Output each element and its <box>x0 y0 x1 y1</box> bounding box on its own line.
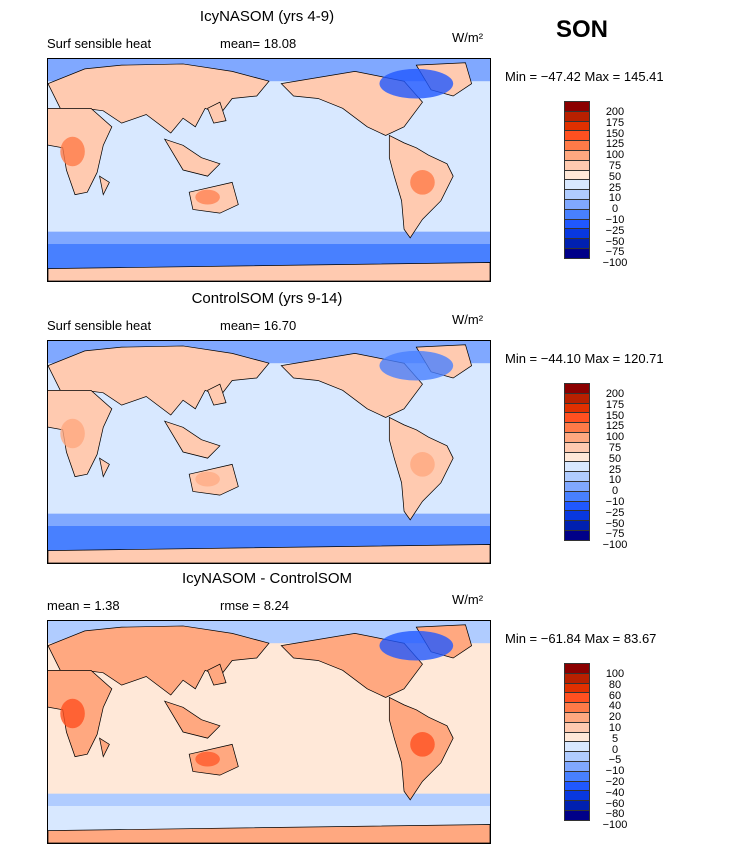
colorbar-tick-label: 150 <box>605 409 625 422</box>
colorbar-tick-label: −50 <box>605 517 625 530</box>
variable-label: Surf sensible heat <box>47 318 152 333</box>
colorbar-tick-label: −100 <box>602 257 628 270</box>
colorbar-tick-label: 200 <box>605 106 625 118</box>
variable-label: Surf sensible heat <box>47 36 152 51</box>
colorbar-labels: 100 80 60 40 20 10 5 0 −5 −10 −20 −40 −60 −80 −100 <box>600 669 630 831</box>
mean-label: mean= 16.70 <box>220 318 297 333</box>
colorbar-tick-label: −25 <box>605 224 625 237</box>
colorbar-tick-label: −75 <box>605 246 625 259</box>
colorbar-tick-label: 80 <box>608 678 622 691</box>
colorbar-tick-label: −50 <box>605 235 625 248</box>
colorbar-tick-label: −100 <box>602 539 628 552</box>
colorbar-tick-label: 100 <box>605 149 625 162</box>
colorbar-swatch <box>564 247 590 259</box>
map-panel <box>47 58 491 282</box>
panel-title: IcyNASOM (yrs 4-9) <box>199 8 335 25</box>
colorbar-tick-label: 10 <box>608 192 622 205</box>
colorbar-labels: 200 175 150 125 100 75 50 25 10 0 −10 −25 −50 −75 −100 <box>600 389 630 551</box>
colorbar <box>564 383 590 541</box>
colorbar-tick-label: 175 <box>605 398 625 411</box>
colorbar <box>564 101 590 259</box>
colorbar <box>564 663 590 821</box>
colorbar-tick-label: −10 <box>605 495 625 508</box>
colorbar-tick-label: 50 <box>608 452 622 465</box>
rmse-label: rmse = 8.24 <box>220 598 290 613</box>
colorbar-tick-label: 40 <box>608 700 622 713</box>
colorbar-tick-label: 175 <box>605 116 625 129</box>
units-label: W/m² <box>452 312 484 327</box>
colorbar-tick-label: −20 <box>605 775 625 788</box>
colorbar-tick-label: −100 <box>602 819 628 832</box>
colorbar-swatch <box>564 529 590 541</box>
colorbar-tick-label: −10 <box>605 213 625 226</box>
colorbar-tick-label: 0 <box>611 743 619 756</box>
panel-title: IcyNASOM - ControlSOM <box>181 570 353 587</box>
panel-title: ControlSOM (yrs 9-14) <box>191 290 343 307</box>
colorbar-tick-label: 75 <box>608 159 622 172</box>
mean-label: mean= 18.08 <box>220 36 297 51</box>
colorbar-tick-label: 25 <box>608 463 622 476</box>
colorbar-tick-label: −25 <box>605 506 625 519</box>
colorbar-tick-label: 10 <box>608 474 622 487</box>
colorbar-tick-label: 75 <box>608 441 622 454</box>
colorbar-tick-label: 10 <box>608 721 622 734</box>
colorbar-tick-label: 60 <box>608 689 622 702</box>
map-panel <box>47 340 491 564</box>
colorbar-tick-label: −5 <box>608 754 622 767</box>
colorbar-tick-label: −40 <box>605 786 625 799</box>
colorbar-tick-label: −75 <box>605 528 625 541</box>
units-label: W/m² <box>452 30 484 45</box>
min-max-label: Min = −61.84 Max = 83.67 <box>505 631 657 646</box>
colorbar-tick-label: 5 <box>611 732 619 745</box>
colorbar-tick-label: −10 <box>605 765 625 778</box>
colorbar-tick-label: 125 <box>605 420 625 433</box>
mean-label: mean = 1.38 <box>47 598 120 613</box>
colorbar-tick-label: −80 <box>605 808 625 821</box>
min-max-label: Min = −47.42 Max = 145.41 <box>505 69 664 84</box>
colorbar-tick-label: 20 <box>608 711 622 724</box>
season-label: SON <box>556 16 609 43</box>
colorbar-tick-label: 150 <box>605 127 625 140</box>
colorbar-tick-label: 0 <box>611 485 619 498</box>
colorbar-labels: 200 175 150 125 100 75 50 25 10 0 −10 −25 −50 −75 −100 <box>600 107 630 269</box>
colorbar-tick-label: −60 <box>605 797 625 810</box>
colorbar-tick-label: 0 <box>611 203 619 216</box>
colorbar-tick-label: 25 <box>608 181 622 194</box>
units-label: W/m² <box>452 592 484 607</box>
colorbar-tick-label: 50 <box>608 170 622 183</box>
colorbar-swatch <box>564 809 590 821</box>
colorbar-tick-label: 100 <box>605 668 625 680</box>
min-max-label: Min = −44.10 Max = 120.71 <box>505 351 664 366</box>
colorbar-tick-label: 100 <box>605 431 625 444</box>
colorbar-tick-label: 125 <box>605 138 625 151</box>
map-panel <box>47 620 491 844</box>
colorbar-tick-label: 200 <box>605 388 625 400</box>
